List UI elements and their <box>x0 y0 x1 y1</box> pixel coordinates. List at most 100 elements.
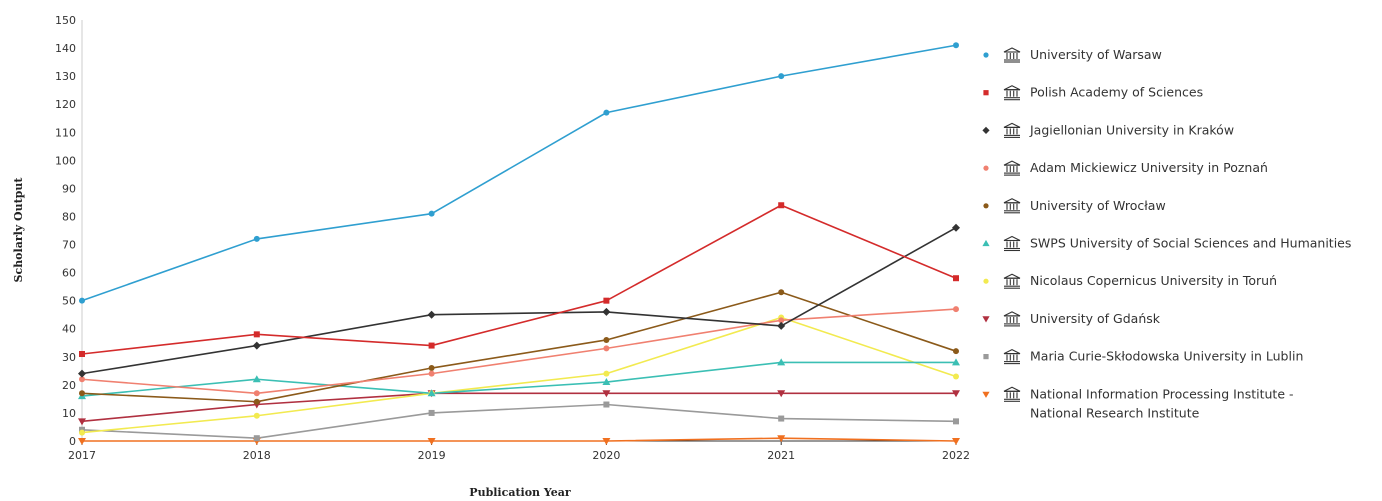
y-tick-label: 70 <box>62 239 76 252</box>
legend-marker <box>982 126 990 134</box>
data-point <box>778 415 785 422</box>
data-point <box>79 376 85 383</box>
institution-icon <box>1003 235 1021 252</box>
data-point <box>778 202 785 209</box>
series-line <box>81 361 956 397</box>
data-point <box>427 438 436 445</box>
data-point <box>427 389 436 397</box>
institution-icon <box>1003 386 1021 402</box>
legend-marker <box>983 203 989 209</box>
data-point <box>777 358 786 366</box>
legend-item[interactable]: Maria Curie-Skłodowska University in Lub… <box>983 348 1303 365</box>
y-tick-label: 100 <box>55 154 76 167</box>
institution-icon <box>1003 122 1021 138</box>
data-point <box>428 365 435 372</box>
data-point <box>252 341 261 350</box>
data-point <box>953 306 959 313</box>
data-point <box>953 42 959 49</box>
legend-label: University of Gdańsk <box>1030 311 1161 326</box>
data-point <box>79 429 85 436</box>
legend-marker <box>982 316 990 323</box>
data-point <box>79 297 85 304</box>
data-point <box>603 370 610 377</box>
y-tick-label: 60 <box>62 267 76 280</box>
series-line <box>81 392 956 423</box>
data-point <box>778 73 785 80</box>
legend-marker <box>983 278 989 284</box>
legend-item[interactable]: University of Wrocław <box>983 198 1166 214</box>
data-point <box>953 373 959 380</box>
legend-label: National Information Processing Institut… <box>1030 386 1294 420</box>
institution-icon <box>1003 311 1021 327</box>
data-point <box>253 235 260 242</box>
legend-label: University of Wrocław <box>1030 198 1166 213</box>
y-tick-label: 120 <box>55 98 76 111</box>
x-tick-label: 2018 <box>243 449 271 462</box>
legend-label: Polish Academy of Sciences <box>1030 85 1203 100</box>
series-lines <box>81 44 957 442</box>
legend-label: Nicolaus Copernicus University in Toruń <box>1030 273 1277 288</box>
series-line <box>81 44 957 302</box>
legend-item[interactable]: Jagiellonian University in Kraków <box>982 122 1234 138</box>
data-point <box>777 390 786 398</box>
y-tick-label: 40 <box>62 323 76 336</box>
x-tick-label: 2019 <box>418 449 446 462</box>
institution-icon <box>1003 348 1021 365</box>
series-line <box>81 204 957 355</box>
legend-item[interactable]: University of Gdańsk <box>982 311 1161 327</box>
data-point <box>428 409 435 416</box>
series-line <box>81 403 957 439</box>
data-point <box>777 435 786 443</box>
y-tick-label: 90 <box>62 182 76 195</box>
legend: University of Warsaw Polish Academy of Sc… <box>982 47 1351 420</box>
legend-item[interactable]: Nicolaus Copernicus University in Toruń <box>983 273 1277 289</box>
data-point <box>78 369 86 378</box>
legend-item[interactable]: University of Warsaw <box>983 47 1162 63</box>
legend-label: SWPS University of Social Sciences and H… <box>1030 236 1351 251</box>
data-point <box>253 398 260 405</box>
data-point <box>603 345 610 352</box>
institution-icon <box>1003 85 1021 101</box>
data-point <box>428 370 435 377</box>
legend-item[interactable]: SWPS University of Social Sciences and H… <box>982 235 1351 252</box>
legend-label: Adam Mickiewicz University in Poznań <box>1030 160 1268 175</box>
data-point <box>253 412 260 419</box>
data-point <box>778 317 785 324</box>
data-point <box>952 438 960 445</box>
data-point <box>777 321 786 330</box>
data-point <box>79 390 85 397</box>
data-point <box>602 378 611 386</box>
legend-item[interactable]: National Information Processing Institut… <box>982 386 1294 420</box>
legend-label: Jagiellonian University in Kraków <box>1029 122 1234 137</box>
y-tick-label: 110 <box>55 126 76 139</box>
data-point <box>952 390 960 398</box>
data-point <box>253 331 260 338</box>
data-point <box>603 109 610 116</box>
y-tick-label: 20 <box>62 379 76 392</box>
y-tick-label: 30 <box>62 351 76 364</box>
data-point <box>79 350 85 357</box>
x-tick-label: 2021 <box>767 449 795 462</box>
x-tick-label: 2020 <box>592 449 620 462</box>
legend-item[interactable]: Polish Academy of Sciences <box>983 85 1203 101</box>
data-point <box>253 435 260 442</box>
institution-icon <box>1003 273 1021 289</box>
data-point <box>603 336 610 343</box>
data-point <box>78 438 86 445</box>
series-line <box>81 291 957 403</box>
y-tick-label: 130 <box>55 70 76 83</box>
series-line <box>81 316 957 434</box>
y-axis-title: Scholarly Output <box>12 177 25 283</box>
data-point <box>602 438 611 445</box>
data-point <box>953 348 959 355</box>
data-point <box>602 307 611 316</box>
x-axis-title: Publication Year <box>469 486 571 499</box>
series-line <box>81 308 957 395</box>
data-point <box>952 358 960 366</box>
y-tick-label: 150 <box>55 14 76 27</box>
data-point <box>252 375 261 383</box>
legend-item[interactable]: Adam Mickiewicz University in Poznań <box>983 160 1268 176</box>
legend-marker <box>982 239 990 247</box>
y-tick-label: 50 <box>62 295 76 308</box>
